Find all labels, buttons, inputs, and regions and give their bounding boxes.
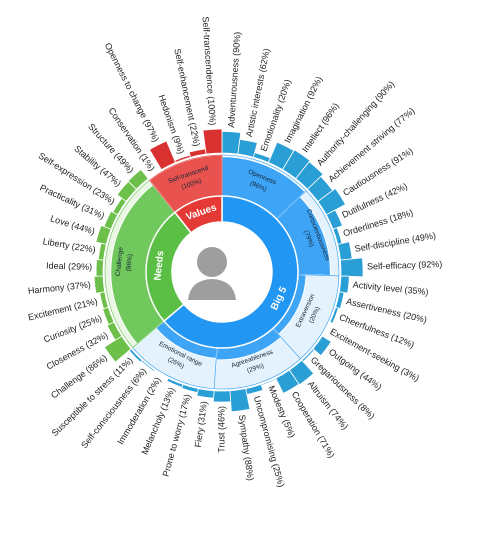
trait-label: Self-transcendence (100%)	[201, 16, 218, 125]
category-label: Needs	[152, 250, 166, 281]
trait-bar	[202, 128, 223, 155]
trait-bar	[212, 390, 232, 403]
trait-bar	[93, 275, 106, 294]
trait-bar	[97, 242, 107, 261]
avatar	[172, 222, 272, 322]
trait-bar	[337, 241, 353, 261]
trait-bar	[95, 258, 105, 277]
trait-bar	[338, 275, 350, 294]
trait-label: Liberty (22%)	[42, 236, 96, 255]
trait-label: Activity level (35%)	[352, 280, 429, 298]
trait-bar	[339, 257, 364, 278]
trait-label: Openness to change (97%)	[103, 41, 161, 143]
trait-bar	[196, 388, 215, 399]
avatar-body	[188, 279, 236, 300]
trait-label: Trust (46%)	[216, 406, 226, 453]
trait-label: Love (44%)	[49, 213, 96, 236]
trait-label: Sympathy (88%)	[237, 414, 256, 481]
avatar-head	[197, 247, 227, 277]
trait-label: Fiery (31%)	[193, 401, 209, 448]
facet-name: Challenge	[115, 246, 125, 276]
trait-label: Adventurousness (90%)	[226, 31, 242, 128]
trait-label: Ideal (29%)	[46, 260, 92, 272]
trait-label: Self-efficacy (92%)	[367, 259, 443, 272]
facet-value-label: (86%)	[125, 254, 134, 272]
trait-label: Self-discipline (49%)	[354, 230, 437, 254]
trait-label: Harmony (37%)	[28, 280, 92, 296]
